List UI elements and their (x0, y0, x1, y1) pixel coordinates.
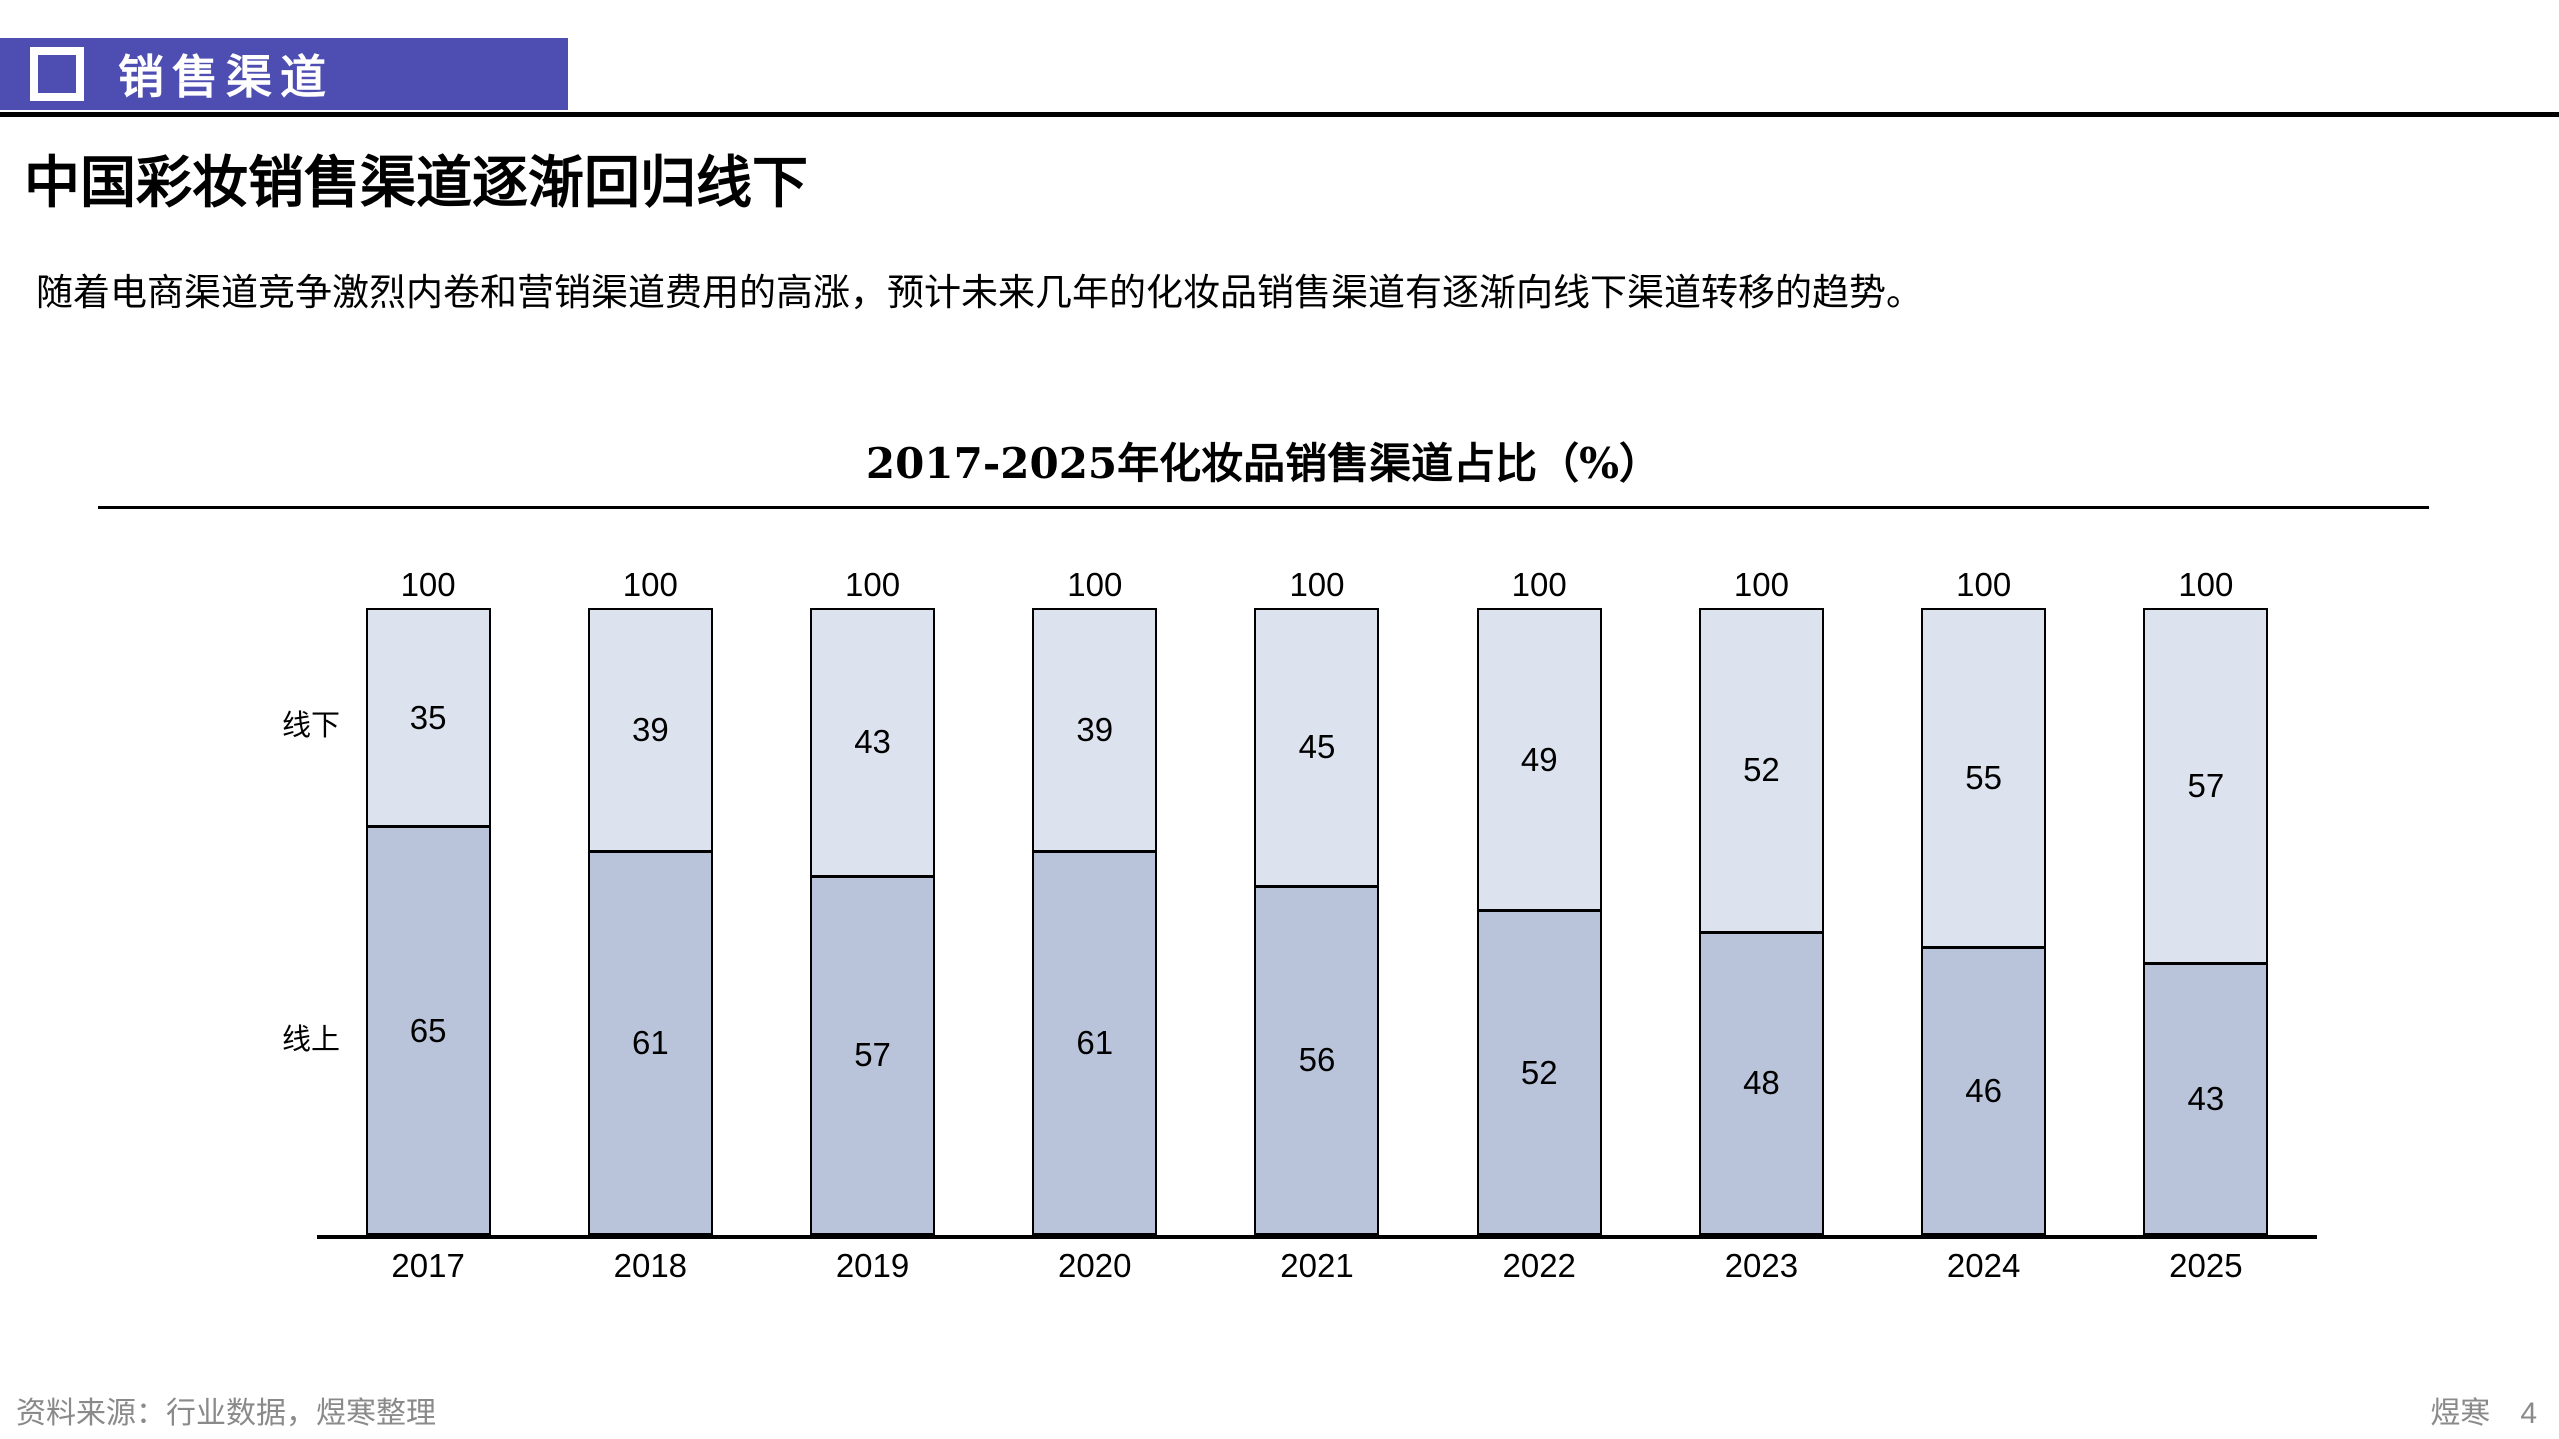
online-segment-2024: 46 (1923, 949, 2045, 1233)
offline-value-2023: 52 (1743, 751, 1780, 789)
online-value-2017: 65 (409, 1011, 447, 1049)
online-value-2021: 56 (1298, 1041, 1336, 1079)
year-label-2019: 2019 (835, 1247, 910, 1284)
bar-2018: 39 61 (587, 608, 713, 1235)
offline-segment-2022: 49 (1478, 610, 1600, 913)
bar-2020: 39 61 (1032, 608, 1158, 1235)
offline-segment-2019: 43 (812, 610, 934, 878)
offline-segment-2025: 57 (2145, 610, 2267, 966)
header-banner: 销售渠道 (0, 38, 568, 110)
online-value-2022: 52 (1520, 1053, 1558, 1091)
offline-value-2017: 35 (409, 698, 447, 736)
bar-2022: 49 52 (1476, 608, 1602, 1235)
total-label-2018: 100 (622, 566, 678, 603)
bar-cell-2020: 39 61 (984, 608, 1206, 1235)
year-label-2023: 2023 (1724, 1247, 1799, 1284)
footer-right: 煜寒 4 (2430, 1388, 2537, 1432)
bar-cell-2023: 52 48 (1650, 608, 1872, 1235)
year-label-2024: 2024 (1946, 1247, 2021, 1284)
total-label-2025: 100 (2178, 566, 2234, 603)
year-label-2022: 2022 (1502, 1247, 1576, 1284)
bar-cell-2019: 43 57 (761, 608, 983, 1235)
chart-title-divider (98, 506, 2429, 509)
offline-segment-2024: 55 (1923, 610, 2045, 950)
total-label-2017: 100 (400, 566, 456, 603)
online-segment-2020: 61 (1034, 852, 1156, 1233)
banner-label: 销售渠道 (118, 50, 334, 104)
page-title: 中国彩妆销售渠道逐渐回归线下 (24, 150, 808, 216)
bar-2017: 35 65 (365, 608, 491, 1235)
bar-2024: 55 46 (1921, 608, 2047, 1235)
offline-value-2022: 49 (1520, 740, 1558, 778)
offline-segment-2021: 45 (1256, 610, 1378, 888)
online-segment-2021: 56 (1256, 887, 1378, 1233)
online-segment-2022: 52 (1478, 912, 1600, 1233)
offline-value-2019: 43 (854, 723, 891, 761)
chart-title: 2017-2025年化妆品销售渠道占比（%） (865, 439, 1662, 488)
bar-2019: 43 57 (810, 608, 936, 1235)
bar-2023: 52 48 (1698, 608, 1824, 1235)
online-value-2019: 57 (854, 1036, 891, 1074)
year-label-2021: 2021 (1280, 1247, 1354, 1284)
offline-value-2025: 57 (2187, 767, 2225, 805)
online-value-2024: 46 (1965, 1072, 2002, 1110)
series-label-offline: 线下 (281, 708, 340, 742)
total-label-2023: 100 (1733, 566, 1789, 603)
online-value-2020: 61 (1076, 1023, 1114, 1061)
online-value-2018: 61 (631, 1023, 669, 1061)
bar-2025: 57 43 (2143, 608, 2269, 1235)
year-label-2020: 2020 (1058, 1247, 1132, 1284)
offline-value-2021: 45 (1298, 728, 1336, 766)
offline-segment-2020: 39 (1034, 610, 1156, 853)
online-segment-2025: 43 (2145, 965, 2267, 1233)
year-label-2025: 2025 (2169, 1247, 2243, 1284)
offline-segment-2023: 52 (1700, 610, 1822, 934)
bar-cell-2025: 57 43 (2095, 608, 2317, 1235)
offline-segment-2017: 35 (367, 610, 489, 829)
total-label-2019: 100 (845, 566, 901, 603)
year-label-2017: 2017 (391, 1247, 465, 1284)
offline-value-2018: 39 (631, 710, 669, 748)
series-label-online: 线上 (281, 1022, 340, 1056)
chart-plot: 35 65 39 61 43 57 39 61 45 56 49 52 52 48 55 46 57 43 (317, 608, 2317, 1239)
offline-value-2020: 39 (1076, 710, 1114, 748)
total-label-2024: 100 (1956, 566, 2012, 603)
bar-cell-2022: 49 52 (1428, 608, 1650, 1235)
online-segment-2023: 48 (1700, 933, 1822, 1233)
online-segment-2017: 65 (367, 828, 489, 1233)
total-label-2022: 100 (1511, 566, 1567, 603)
header-divider (0, 112, 2559, 117)
year-label-2018: 2018 (613, 1247, 688, 1284)
bar-cell-2018: 39 61 (539, 608, 761, 1235)
total-label-2021: 100 (1289, 566, 1345, 603)
square-bullet-icon (30, 47, 84, 101)
online-value-2025: 43 (2187, 1080, 2225, 1118)
offline-value-2024: 55 (1965, 759, 2002, 797)
page-subtitle: 随着电商渠道竞争激烈内卷和营销渠道费用的高涨，预计未来几年的化妆品销售渠道有逐渐… (36, 271, 1923, 314)
bar-cell-2017: 35 65 (317, 608, 539, 1235)
footer-source: 资料来源：行业数据，煜寒整理 (16, 1396, 436, 1431)
online-segment-2019: 57 (812, 877, 934, 1233)
offline-segment-2018: 39 (589, 610, 711, 853)
online-value-2023: 48 (1743, 1064, 1780, 1102)
total-label-2020: 100 (1067, 566, 1123, 603)
totals-row: 100 100 100 100 100 100 100 100 100 (317, 560, 2317, 604)
page-number: 4 (2520, 1397, 2537, 1430)
footer-brand: 煜寒 (2430, 1396, 2491, 1431)
years-row: 2017 2018 2019 2020 2021 2022 2023 2024 2025 (317, 1247, 2317, 1287)
bar-cell-2021: 45 56 (1206, 608, 1428, 1235)
bar-cell-2024: 55 46 (1873, 608, 2095, 1235)
bar-2021: 45 56 (1254, 608, 1380, 1235)
online-segment-2018: 61 (589, 852, 711, 1233)
